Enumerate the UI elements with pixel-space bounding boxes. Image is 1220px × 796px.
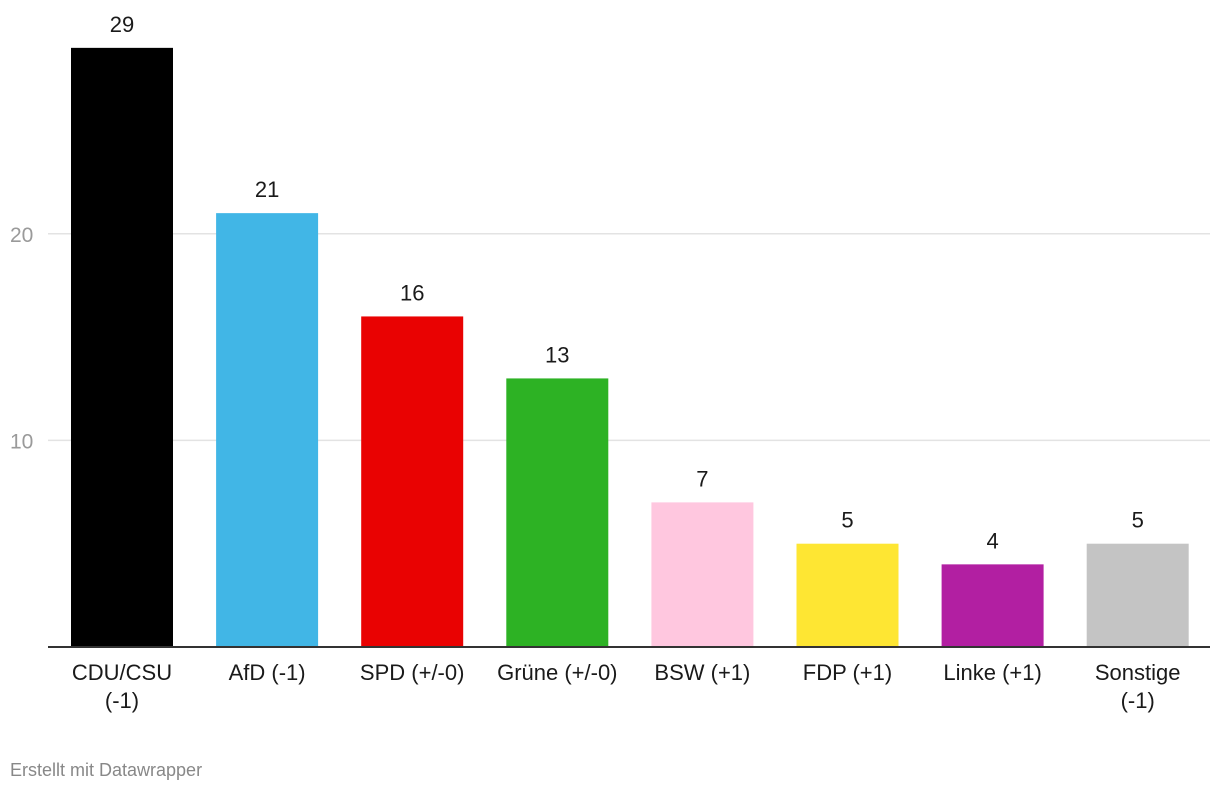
bar	[651, 502, 754, 647]
x-tick-label: Sonstige (-1)	[1095, 660, 1181, 713]
bar	[506, 378, 609, 647]
data-label: 29	[110, 12, 134, 37]
bar	[71, 47, 173, 648]
bar	[216, 213, 319, 647]
data-label: 7	[696, 466, 708, 491]
data-label: 5	[1132, 508, 1144, 533]
footer-credit: Erstellt mit Datawrapper	[10, 760, 203, 780]
chart-svg: 10 20 29 21 16 13 7 5 4 5 CDU/CSU (-1) AfD (-1) SPD…	[10, 12, 1210, 713]
value-labels: 29 21 16 13 7 5 4 5	[110, 12, 1144, 553]
data-label: 13	[545, 342, 569, 367]
bars	[71, 47, 1189, 648]
x-tick-label: Grüne (+/-0)	[497, 660, 617, 685]
x-tick-label: BSW (+1)	[654, 660, 750, 685]
bar	[1086, 543, 1189, 647]
data-label: 16	[400, 280, 424, 305]
data-label: 4	[986, 528, 998, 553]
x-tick-label: SPD (+/-0)	[360, 660, 465, 685]
bar	[941, 564, 1044, 647]
data-label: 21	[255, 177, 279, 202]
grid-lines: 10 20	[10, 224, 1210, 453]
x-tick-label: FDP (+1)	[803, 660, 892, 685]
x-tick-label: CDU/CSU (-1)	[72, 660, 172, 713]
y-tick-label: 10	[10, 430, 33, 453]
category-labels: CDU/CSU (-1) AfD (-1) SPD (+/-0) Grüne (+/-0…	[72, 660, 1181, 713]
bar	[796, 543, 899, 647]
y-tick-label: 20	[10, 224, 33, 247]
data-label: 5	[841, 508, 853, 533]
bar	[361, 316, 464, 647]
x-tick-label: Linke (+1)	[943, 660, 1041, 685]
x-tick-label: AfD (-1)	[229, 660, 306, 685]
